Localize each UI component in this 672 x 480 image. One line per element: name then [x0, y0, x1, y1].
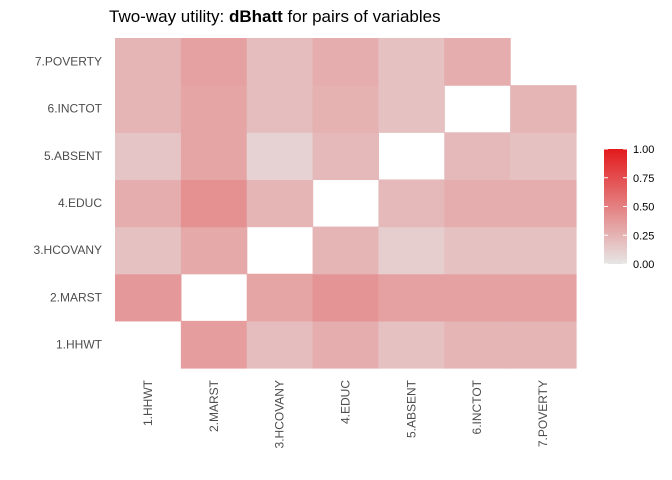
- legend-tick-label: 1.00: [633, 144, 654, 156]
- heatmap-cell: [444, 226, 511, 275]
- heatmap-cell: [246, 85, 314, 133]
- heatmap-cell: [444, 320, 511, 369]
- x-tick-label: 4.EDUC: [339, 380, 353, 424]
- y-tick-label: 7.POVERTY: [35, 55, 102, 69]
- y-axis-tick-labels: 1.HHWT 2.MARST 3.HCOVANY 4.EDUC 5.ABSENT 6.IN…: [34, 55, 103, 352]
- heatmap-cell: [115, 38, 182, 86]
- heatmap-cell: [180, 132, 248, 181]
- x-tick-label: 2.MARST: [207, 379, 221, 432]
- legend-tick-label: 0.00: [633, 259, 654, 271]
- chart-title: Two-way utility: dBhatt for pairs of var…: [109, 7, 441, 26]
- heatmap-cell: [115, 273, 182, 322]
- heatmap-cell: [444, 179, 511, 228]
- chart-title-suffix: for pairs of variables: [283, 7, 441, 26]
- heatmap-cell: [444, 132, 511, 181]
- chart-title-metric: dBhatt: [229, 7, 283, 26]
- heatmap-cell: [180, 85, 248, 133]
- y-tick-label: 5.ABSENT: [44, 149, 103, 163]
- heatmap-cell: [444, 273, 511, 322]
- color-legend: 1.00 0.75 0.50 0.25 0.00: [604, 144, 654, 271]
- heatmap-cell: [510, 226, 577, 275]
- heatmap-cell: [312, 132, 380, 181]
- heatmap-cell: [378, 179, 445, 228]
- heatmap-cell: [444, 38, 511, 86]
- heatmap-cell: [312, 85, 380, 133]
- heatmap-cell: [246, 273, 314, 322]
- y-tick-label: 2.MARST: [50, 290, 103, 304]
- x-tick-label: 6.INCTOT: [470, 379, 484, 434]
- x-tick-label: 7.POVERTY: [536, 380, 550, 447]
- heatmap-cell: [510, 273, 577, 322]
- heatmap-cell: [180, 179, 248, 228]
- heatmap-cell: [180, 226, 248, 275]
- y-tick-label: 6.INCTOT: [48, 102, 103, 116]
- heatmap-cell: [378, 273, 445, 322]
- y-tick-label: 1.HHWT: [56, 337, 103, 351]
- heatmap-cell: [180, 320, 248, 369]
- heatmap-cell: [312, 38, 380, 86]
- x-tick-label: 3.HCOVANY: [273, 380, 287, 448]
- heatmap-cell: [115, 85, 182, 133]
- x-tick-label: 1.HHWT: [141, 379, 155, 426]
- heatmap-cell: [378, 320, 445, 369]
- y-tick-label: 4.EDUC: [58, 196, 102, 210]
- heatmap-cell: [115, 179, 182, 228]
- heatmap-cell: [312, 320, 380, 369]
- heatmap-cell: [115, 132, 182, 181]
- y-tick-label: 3.HCOVANY: [34, 243, 102, 257]
- x-tick-label: 5.ABSENT: [404, 379, 418, 438]
- heatmap-cells: [115, 38, 577, 369]
- heatmap-cell: [378, 38, 445, 86]
- legend-tick-label: 0.75: [633, 173, 654, 185]
- heatmap-cell: [246, 132, 314, 181]
- heatmap-cell: [378, 226, 445, 275]
- legend-tick-label: 0.50: [633, 202, 654, 214]
- chart-title-prefix: Two-way utility:: [109, 7, 229, 26]
- heatmap-cell: [312, 273, 380, 322]
- x-axis-tick-labels: 1.HHWT 2.MARST 3.HCOVANY 4.EDUC 5.ABSENT 6.IN…: [141, 379, 550, 448]
- heatmap-cell: [510, 85, 577, 133]
- heatmap-cell: [246, 179, 314, 228]
- heatmap-cell: [115, 226, 182, 275]
- heatmap-cell: [312, 226, 380, 275]
- heatmap-cell: [510, 132, 577, 181]
- heatmap-cell: [378, 85, 445, 133]
- legend-color-bar: [604, 149, 627, 264]
- heatmap-cell: [180, 38, 248, 86]
- heatmap-cell: [510, 320, 577, 369]
- heatmap-cell: [510, 179, 577, 228]
- heatmap-cell: [246, 320, 314, 369]
- heatmap-cell: [246, 38, 314, 86]
- legend-tick-label: 0.25: [633, 230, 654, 242]
